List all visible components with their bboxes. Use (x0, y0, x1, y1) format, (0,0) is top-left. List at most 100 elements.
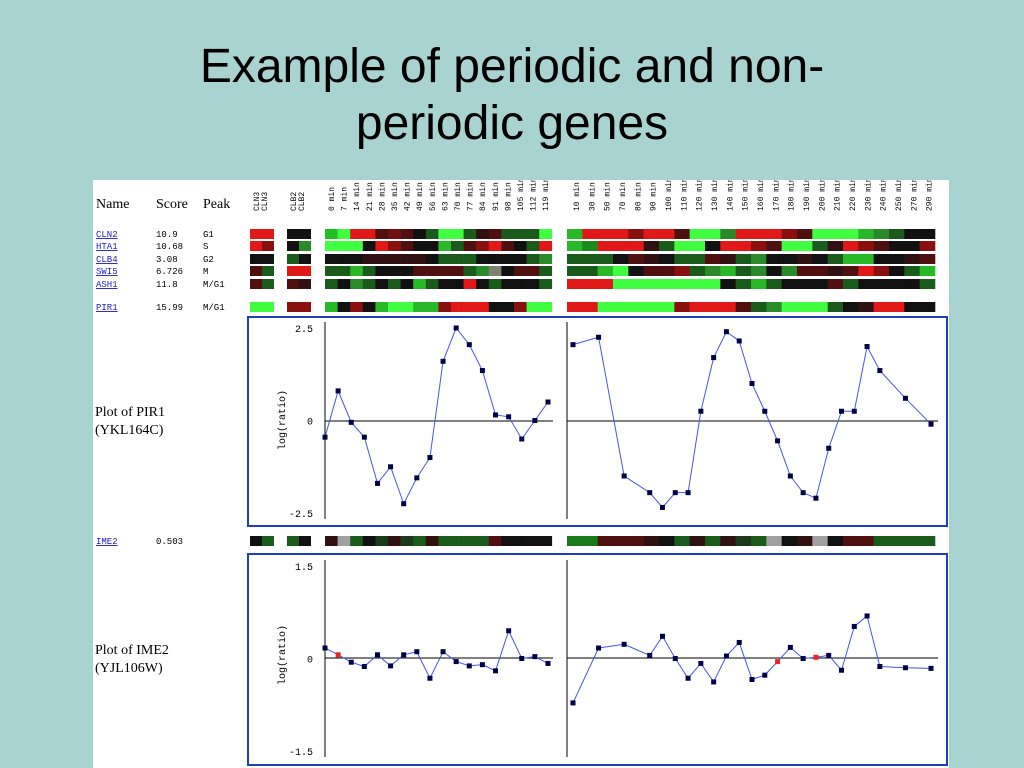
expression-cell-a (400, 254, 414, 264)
missing-data-point (335, 652, 341, 658)
expression-cell-a (501, 229, 515, 239)
gene-peak: M (203, 267, 208, 277)
data-point (388, 663, 394, 669)
expression-cell-a (413, 536, 427, 546)
timepoint-label-a: 70 min (454, 182, 463, 211)
ref-cell (299, 279, 311, 289)
gene-name-link[interactable]: SWI5 (96, 267, 118, 277)
timepoint-label-a: 42 min (404, 182, 413, 211)
expression-cell-b (628, 229, 644, 239)
timepoint-label-b: 10 min (573, 182, 582, 211)
timepoint-label-b: 110 min (680, 180, 689, 211)
gene-score: 3.08 (156, 255, 178, 265)
expression-cell-a (413, 266, 427, 276)
expression-cell-a (325, 266, 338, 276)
expression-cell-b (720, 254, 736, 264)
expression-cell-a (425, 302, 439, 312)
expression-cell-b (705, 266, 721, 276)
y-tick-label: -1.5 (289, 748, 313, 759)
data-point (711, 355, 717, 361)
expression-cell-b (567, 266, 583, 276)
expression-cell-a (526, 279, 540, 289)
expression-cell-b (689, 279, 706, 289)
missing-data-point (775, 659, 781, 665)
data-point (479, 368, 485, 374)
data-point (322, 645, 328, 651)
expression-cell-b (766, 266, 782, 276)
expression-cell-a (375, 254, 389, 264)
expression-cell-b (582, 266, 598, 276)
expression-cell-b (659, 302, 675, 312)
expression-cell-b (858, 536, 874, 546)
expression-cell-a (488, 279, 502, 289)
expression-cell-b (843, 241, 859, 251)
expression-cell-b (919, 241, 936, 251)
gene-name-link[interactable]: IME2 (96, 537, 118, 547)
expression-cell-b (751, 266, 767, 276)
expression-cell-a (463, 279, 477, 289)
ref-cell (250, 254, 262, 264)
expression-cell-b (781, 254, 798, 264)
expression-cell-a (539, 241, 553, 251)
expression-cell-a (337, 254, 351, 264)
data-point (414, 649, 420, 655)
expression-cell-a (388, 536, 401, 546)
expression-cell-b (889, 266, 905, 276)
ref-cell (262, 279, 274, 289)
slide-title-line-2: periodic genes (355, 97, 669, 150)
pir1-plot-subtitle: (YKL164C) (95, 423, 164, 438)
gene-name-link[interactable]: CLB4 (96, 255, 118, 265)
expression-cell-b (781, 536, 798, 546)
expression-cell-b (735, 241, 752, 251)
gene-peak: M/G1 (203, 303, 225, 313)
expression-cell-b (797, 241, 813, 251)
timepoint-label-b: 210 min (834, 180, 843, 211)
expression-cell-b (812, 241, 828, 251)
data-point (928, 421, 934, 427)
ref-cell (287, 229, 299, 239)
timepoint-label-a: 35 min (391, 182, 400, 211)
expression-cell-a (350, 254, 364, 264)
gene-name-link[interactable]: CLN2 (96, 230, 118, 240)
ref-cell (299, 536, 311, 546)
expression-cell-b (735, 266, 752, 276)
data-point (621, 641, 627, 647)
expression-cell-b (812, 266, 828, 276)
expression-cell-b (674, 302, 690, 312)
expression-cell-b (705, 302, 721, 312)
expression-cell-b (582, 279, 598, 289)
expression-cell-b (659, 229, 675, 239)
expression-cell-b (858, 254, 874, 264)
expression-cell-a (413, 254, 427, 264)
expression-cell-b (659, 266, 675, 276)
expression-cell-b (613, 241, 629, 251)
expression-cell-b (827, 229, 844, 239)
expression-cell-b (582, 254, 598, 264)
timepoint-label-a: 63 min (441, 182, 450, 211)
expression-cell-b (919, 536, 936, 546)
expression-cell-b (597, 536, 614, 546)
gene-score: 0.503 (156, 537, 183, 547)
data-point (749, 381, 755, 386)
expression-cell-a (425, 254, 439, 264)
data-point (401, 652, 407, 658)
data-point (647, 652, 653, 658)
expression-cell-b (889, 229, 905, 239)
data-point (440, 358, 446, 364)
expression-cell-b (873, 279, 890, 289)
gene-name-link[interactable]: ASH1 (96, 280, 118, 290)
data-point (711, 679, 717, 685)
expression-cell-b (720, 536, 736, 546)
expression-cell-a (526, 302, 540, 312)
expression-cell-a (451, 241, 464, 251)
gene-name-link[interactable]: PIR1 (96, 303, 118, 313)
expression-cell-b (674, 229, 690, 239)
expression-cell-b (582, 536, 598, 546)
gene-name-link[interactable]: HTA1 (96, 242, 118, 252)
expression-cell-a (488, 266, 502, 276)
ref-cell (299, 254, 311, 264)
data-point (621, 473, 627, 479)
expression-cell-a (451, 254, 464, 264)
expression-cell-b (567, 229, 583, 239)
expression-cell-a (325, 241, 338, 251)
